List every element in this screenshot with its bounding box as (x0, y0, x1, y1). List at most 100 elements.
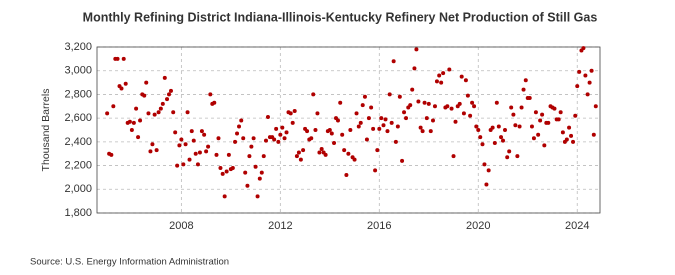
x-tick-label: 2016 (367, 220, 391, 232)
data-point (294, 154, 299, 159)
data-point (527, 95, 532, 100)
data-point (354, 111, 359, 116)
data-point (492, 141, 497, 146)
data-point (468, 113, 473, 118)
data-point (373, 168, 378, 173)
data-point (158, 106, 163, 111)
data-point (515, 154, 520, 159)
data-point (323, 152, 328, 157)
data-point (175, 163, 180, 168)
data-point (366, 116, 371, 121)
data-point (243, 170, 248, 175)
data-point (220, 171, 225, 176)
data-point (437, 73, 442, 78)
data-point (451, 154, 456, 159)
data-point (501, 138, 506, 143)
data-point (404, 116, 409, 121)
data-point (173, 130, 178, 135)
data-point (179, 137, 184, 142)
data-point (589, 68, 594, 73)
data-point (121, 56, 126, 61)
data-point (476, 128, 481, 132)
data-point (249, 144, 254, 149)
data-point (338, 100, 343, 105)
data-point (183, 142, 188, 147)
data-point (577, 69, 582, 74)
data-point (181, 162, 186, 167)
data-point (375, 148, 380, 153)
data-point (197, 150, 202, 155)
data-point (484, 182, 489, 187)
data-point (434, 79, 439, 84)
data-point (247, 154, 252, 159)
data-point (439, 80, 444, 85)
data-point (362, 94, 367, 99)
data-point (377, 126, 382, 131)
data-point (152, 112, 157, 117)
x-tick-label: 2008 (169, 220, 193, 232)
data-point (257, 176, 262, 181)
data-point (523, 78, 528, 83)
data-point (459, 74, 464, 79)
data-point (531, 136, 536, 141)
data-point (499, 135, 504, 140)
data-point (395, 124, 400, 129)
data-point (480, 142, 485, 147)
data-point (587, 80, 592, 85)
data-point (507, 149, 512, 154)
data-point (272, 137, 277, 142)
data-point (146, 111, 151, 116)
data-point (517, 124, 522, 129)
data-point (422, 100, 427, 105)
data-point (581, 46, 586, 51)
data-point (424, 116, 429, 121)
data-point (168, 88, 173, 93)
data-point (441, 71, 446, 76)
data-point (230, 165, 235, 170)
data-point (529, 124, 534, 129)
data-point (400, 158, 405, 163)
data-point (317, 150, 322, 155)
data-point (538, 118, 543, 123)
data-point (558, 110, 563, 115)
data-point (233, 139, 238, 144)
data-point (494, 100, 499, 105)
data-point (259, 170, 264, 175)
data-point (119, 86, 124, 91)
data-point (241, 136, 246, 141)
data-point (564, 137, 569, 142)
data-point (265, 114, 270, 119)
data-point (309, 136, 314, 141)
y-tick-label: 3,200 (64, 41, 92, 53)
data-point (428, 129, 433, 134)
data-point (513, 123, 518, 128)
data-point (420, 129, 425, 134)
data-point (216, 136, 221, 141)
data-point (177, 143, 182, 148)
data-point (284, 130, 289, 135)
data-point (502, 128, 507, 132)
data-point (189, 129, 194, 134)
data-point (389, 120, 394, 125)
data-point (567, 125, 572, 130)
data-point (490, 125, 495, 130)
data-point (280, 125, 285, 130)
data-point (150, 142, 155, 147)
data-point (496, 124, 501, 129)
data-point (387, 92, 392, 97)
data-point (237, 124, 242, 129)
data-point (105, 111, 110, 116)
data-point (224, 169, 229, 174)
data-point (296, 150, 301, 155)
y-tick-label: 3,000 (64, 65, 92, 77)
data-point (414, 47, 419, 52)
chart-title: Monthly Refining District Indiana-Illino… (83, 10, 598, 24)
data-point (449, 106, 454, 111)
data-point (185, 110, 190, 115)
data-point (214, 152, 219, 157)
data-point (263, 138, 268, 143)
data-point (340, 132, 345, 137)
data-point (274, 126, 279, 131)
data-point (383, 117, 388, 122)
data-point (412, 66, 417, 71)
